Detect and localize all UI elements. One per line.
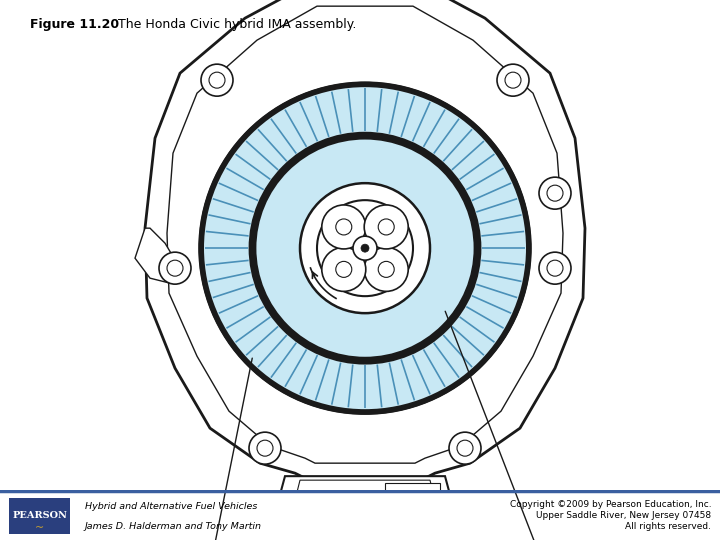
Circle shape [547,260,563,276]
Circle shape [322,205,366,249]
Circle shape [201,64,233,96]
FancyBboxPatch shape [9,498,70,534]
Text: Copyright ©2009 by Pearson Education, Inc.: Copyright ©2009 by Pearson Education, In… [510,500,711,509]
Circle shape [255,138,475,358]
Circle shape [167,260,183,276]
Circle shape [505,72,521,88]
Text: ~: ~ [35,523,44,532]
Polygon shape [275,476,455,513]
Circle shape [300,183,430,313]
Circle shape [449,432,481,464]
Circle shape [336,219,352,235]
Circle shape [353,236,377,260]
Text: PEARSON: PEARSON [12,511,67,519]
Circle shape [539,177,571,209]
Circle shape [159,252,191,284]
Text: Hybrid and Alternative Fuel Vehicles: Hybrid and Alternative Fuel Vehicles [85,502,257,511]
Polygon shape [293,480,437,508]
Circle shape [378,219,395,235]
Circle shape [257,440,273,456]
Text: Upper Saddle River, New Jersey 07458: Upper Saddle River, New Jersey 07458 [536,511,711,519]
Circle shape [364,205,408,249]
Circle shape [539,252,571,284]
Circle shape [361,244,369,252]
Circle shape [317,200,413,296]
Circle shape [322,247,366,292]
Circle shape [497,64,529,96]
Polygon shape [145,0,585,478]
Text: Figure 11.20: Figure 11.20 [30,18,119,31]
Circle shape [457,440,473,456]
Circle shape [204,87,526,409]
Circle shape [378,261,395,278]
Circle shape [249,432,281,464]
Text: The Honda Civic hybrid IMA assembly.: The Honda Civic hybrid IMA assembly. [118,18,356,31]
Circle shape [209,72,225,88]
Circle shape [547,185,563,201]
Circle shape [364,247,408,292]
Circle shape [200,83,530,413]
Circle shape [336,261,352,278]
Text: All rights reserved.: All rights reserved. [626,522,711,531]
Circle shape [250,133,480,363]
FancyBboxPatch shape [385,483,440,501]
Text: James D. Halderman and Tony Martin: James D. Halderman and Tony Martin [85,522,262,531]
Polygon shape [135,228,180,283]
